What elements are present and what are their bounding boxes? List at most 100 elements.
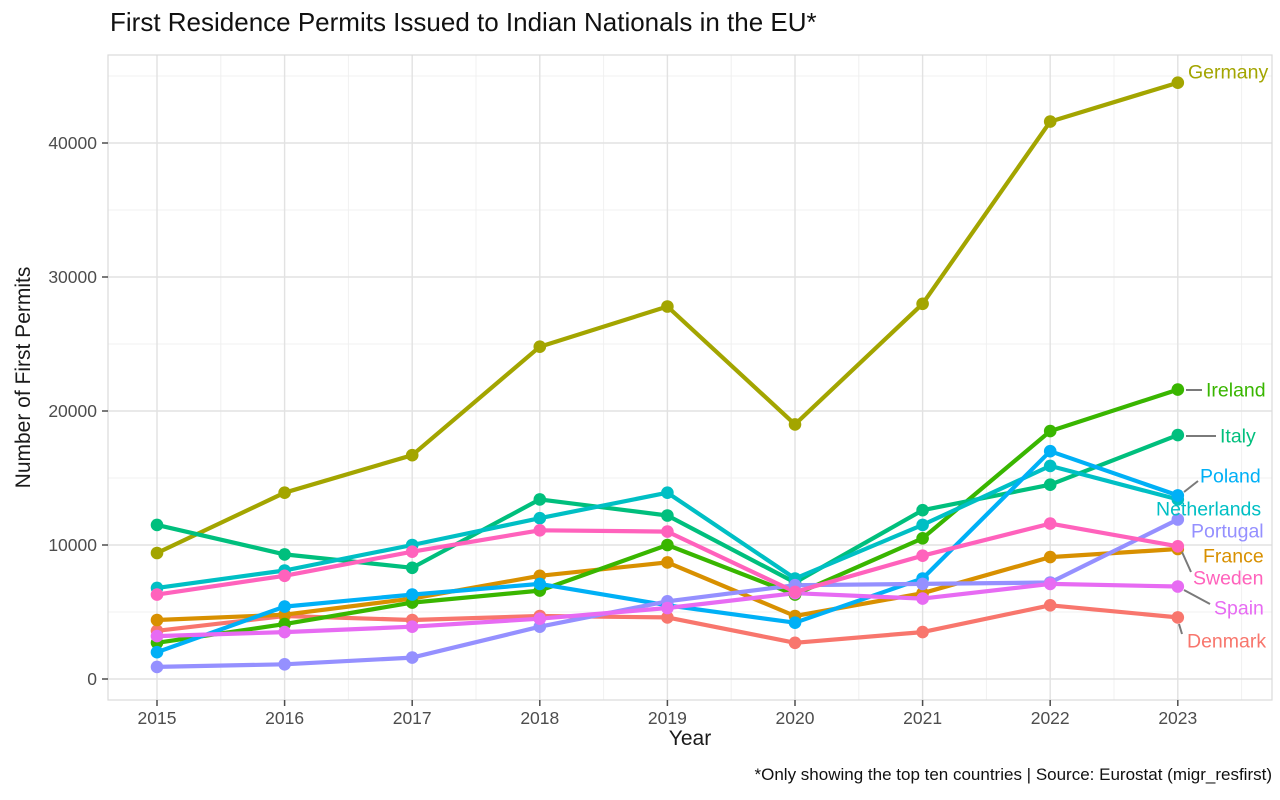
data-point: [1171, 428, 1185, 442]
data-point: [661, 538, 674, 552]
data-point: [405, 651, 419, 664]
data-point: [150, 588, 164, 601]
data-point: [916, 625, 929, 639]
data-point: [1043, 517, 1057, 530]
y-tick-label: 30000: [48, 267, 97, 287]
series-label-poland: Poland: [1200, 466, 1261, 488]
series-direct-labels: Germany Ireland Italy Poland NetherlandsPort…: [1156, 62, 1268, 653]
data-point: [661, 300, 674, 313]
data-point: [150, 613, 164, 627]
series-label-sweden: Sweden: [1193, 568, 1263, 590]
label-leader-poland: [1183, 480, 1199, 493]
data-point: [661, 509, 674, 522]
data-point: [1043, 577, 1057, 591]
series-label-ireland: Ireland: [1206, 380, 1266, 402]
data-point: [150, 546, 164, 560]
x-tick-label: 2020: [776, 708, 815, 728]
data-point: [661, 525, 674, 538]
label-leader-spain: [1183, 589, 1211, 605]
data-point: [788, 636, 802, 650]
series-label-netherlands: Netherlands: [1156, 499, 1261, 521]
series-label-denmark: Denmark: [1187, 631, 1266, 653]
source-caption: *Only showing the top ten countries | So…: [755, 765, 1272, 784]
data-point: [661, 601, 674, 615]
data-point: [1171, 383, 1185, 396]
data-point: [916, 577, 929, 591]
data-point: [661, 556, 674, 569]
data-point: [916, 592, 929, 605]
data-point: [1043, 478, 1057, 492]
data-point: [916, 297, 929, 311]
data-point: [1043, 550, 1057, 564]
data-point: [150, 660, 164, 674]
data-point: [788, 616, 802, 629]
data-point: [150, 645, 164, 659]
series-label-italy: Italy: [1220, 426, 1256, 448]
data-point: [1043, 115, 1057, 128]
series-label-spain: Spain: [1214, 598, 1264, 620]
x-axis-title: Year: [669, 727, 711, 750]
data-point: [916, 549, 929, 562]
label-leader-sweden: [1181, 551, 1192, 573]
y-tick-label: 20000: [48, 401, 97, 421]
data-point: [405, 545, 419, 558]
series-label-germany: Germany: [1188, 62, 1268, 84]
data-point: [405, 561, 419, 575]
data-point: [1043, 424, 1057, 438]
data-point: [278, 600, 291, 613]
series-label-portugal: Portugal: [1191, 521, 1264, 543]
x-tick-label: 2016: [265, 708, 304, 728]
x-tick-label: 2015: [138, 708, 177, 728]
panel-border: [107, 54, 1273, 701]
label-leader-lines: [1178, 389, 1216, 635]
x-tick-label: 2021: [903, 708, 942, 728]
data-point: [1043, 444, 1057, 458]
data-point: [278, 486, 291, 500]
data-point: [278, 658, 291, 671]
series-points-germany: [150, 76, 1185, 560]
data-point: [533, 577, 547, 591]
series-points-sweden: [150, 517, 1185, 601]
axis-tickmarks: [102, 142, 1179, 706]
data-point: [150, 629, 164, 643]
data-point: [1043, 459, 1057, 473]
y-tick-label: 40000: [48, 133, 97, 153]
data-point: [533, 493, 547, 506]
series-points: [150, 76, 1185, 674]
x-tick-label: 2017: [393, 708, 432, 728]
y-tick-label: 10000: [48, 535, 97, 555]
data-point: [278, 548, 291, 561]
data-point: [533, 612, 547, 625]
data-point: [533, 511, 547, 525]
data-point: [405, 620, 419, 633]
data-point: [1171, 580, 1185, 593]
y-axis-title: Number of First Permits: [12, 267, 35, 489]
data-point: [150, 518, 164, 532]
data-point: [405, 448, 419, 462]
data-point: [278, 569, 291, 583]
data-point: [1171, 540, 1185, 553]
data-point: [278, 625, 291, 639]
data-point: [1043, 599, 1057, 612]
data-point: [1171, 489, 1185, 502]
data-point: [661, 611, 674, 624]
axis-tick-labels: 0 10000 20000 30000 40000 2015 2016 2017 2018 201…: [48, 133, 1197, 728]
data-point: [1171, 76, 1185, 89]
data-point: [916, 503, 929, 517]
data-point: [788, 418, 802, 431]
data-point: [916, 532, 929, 545]
chart-title: First Residence Permits Issued to Indian…: [110, 7, 817, 37]
data-point: [661, 486, 674, 500]
x-tick-label: 2018: [520, 708, 559, 728]
plot-panel: [108, 55, 1272, 700]
x-tick-label: 2022: [1031, 708, 1070, 728]
data-point: [1171, 513, 1185, 526]
data-point: [533, 524, 547, 537]
data-point: [1171, 611, 1185, 624]
x-tick-label: 2019: [648, 708, 687, 728]
data-point: [916, 518, 929, 532]
x-tick-label: 2023: [1158, 708, 1197, 728]
label-leader-denmark: [1178, 623, 1183, 635]
